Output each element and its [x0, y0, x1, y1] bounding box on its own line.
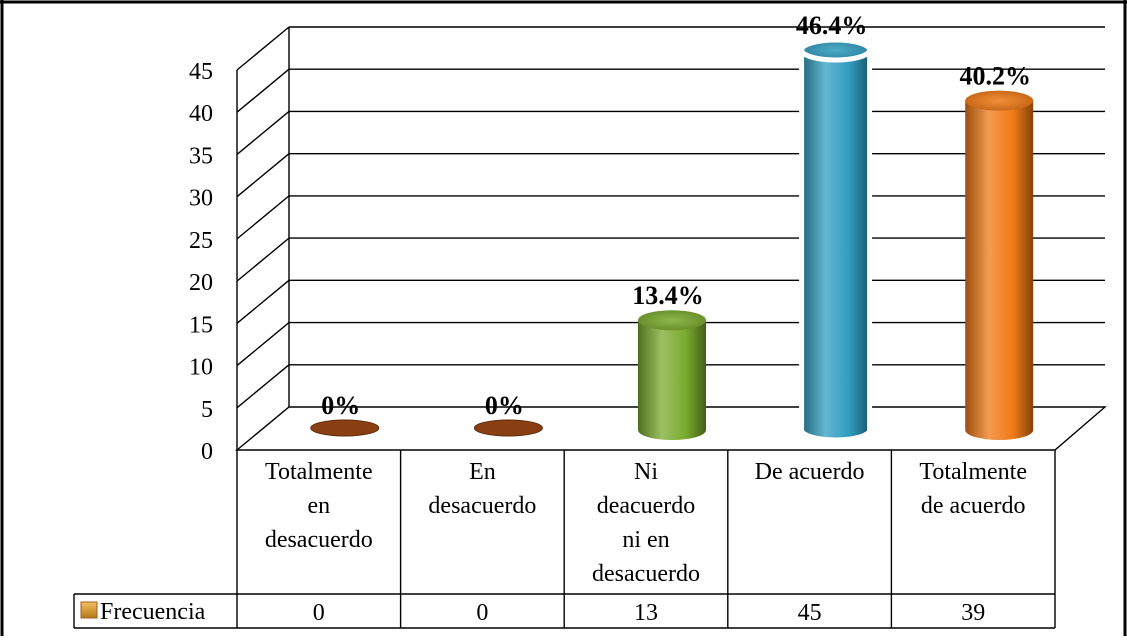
y-tick-label: 25: [189, 228, 213, 254]
gridline-diag: [236, 364, 290, 409]
y-tick-label: 0: [201, 439, 213, 465]
data-label: 0%: [321, 391, 360, 420]
bar-1: [473, 419, 543, 437]
bar-top: [965, 90, 1034, 111]
bar-top: [799, 37, 873, 63]
data-label: 0%: [485, 391, 524, 420]
bar-body: [638, 320, 706, 440]
y-tick-label: 20: [189, 270, 213, 296]
data-label: 46.4%: [796, 11, 868, 40]
bar-0: [310, 419, 380, 437]
category-label: En desacuerdo: [428, 459, 536, 519]
category-label: Totalmente de acuerdo: [919, 459, 1027, 519]
gridline-diag: [236, 237, 290, 282]
table-value: 45: [798, 600, 822, 626]
table-value: 39: [961, 600, 985, 626]
gridline-diag: [236, 195, 290, 240]
gridline-diag: [236, 68, 290, 113]
bar-4: [965, 90, 1034, 440]
bar-top: [638, 310, 706, 331]
y-axis: 0 5 10 15 20 25 30 35 40 45: [189, 59, 238, 465]
bar-zero-disc: [310, 419, 380, 437]
table-value: 0: [476, 600, 488, 626]
data-table: Totalmente en desacuerdo En desacuerdo Ni deac…: [73, 450, 1056, 629]
y-tick-label: 35: [189, 143, 213, 169]
category-label: De acuerdo: [755, 459, 865, 485]
legend-series-name: Frecuencia: [100, 599, 206, 625]
y-tick-label: 5: [201, 397, 213, 423]
data-label: 40.2%: [959, 62, 1031, 91]
bar-zero-disc: [473, 419, 543, 437]
legend-key: [80, 601, 98, 619]
y-tick-label: 15: [189, 312, 213, 338]
gridline-diag: [236, 26, 290, 71]
y-tick-label: 10: [189, 355, 213, 381]
gridline-diag: [236, 110, 290, 155]
gridline-diag: [236, 322, 290, 367]
bar-2: [638, 310, 706, 440]
bar-body: [799, 47, 873, 443]
y-tick-label: 45: [189, 59, 213, 85]
data-label: 13.4%: [632, 281, 704, 310]
bars: [310, 37, 1034, 443]
category-label: Ni deacuerdo ni en desacuerdo: [592, 459, 700, 587]
gridline-diag: [236, 279, 290, 324]
bar-3: [799, 37, 873, 443]
table-value: 0: [313, 600, 325, 626]
gridline-diag: [236, 153, 290, 198]
category-label: Totalmente en desacuerdo: [265, 459, 373, 553]
y-tick-label: 40: [189, 101, 213, 127]
bar-body: [965, 100, 1034, 440]
data-labels: 0% 0% 13.4% 46.4% 40.2%: [321, 11, 1031, 420]
y-tick-label: 30: [189, 186, 213, 212]
table-value: 13: [634, 600, 658, 626]
